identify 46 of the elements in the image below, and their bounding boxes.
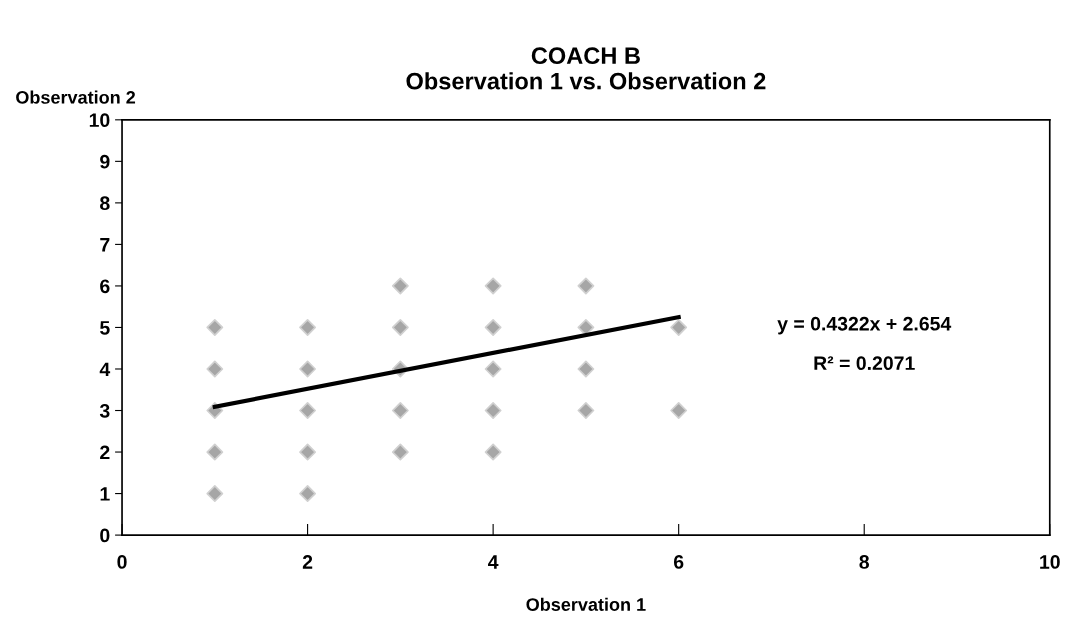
point <box>299 443 317 461</box>
y-tick-label: 3 <box>99 403 110 418</box>
annotation: R² = 0.2071 <box>814 356 915 371</box>
point <box>484 443 502 461</box>
point <box>670 402 688 419</box>
y-tick-label: 7 <box>100 238 110 252</box>
point <box>484 360 502 378</box>
y-tick-label: 0 <box>100 528 110 543</box>
point <box>206 443 224 461</box>
y-tick-label: 6 <box>100 279 110 294</box>
point <box>206 360 224 378</box>
x-tick-label: 0 <box>117 555 127 569</box>
point <box>670 319 688 336</box>
point <box>299 485 317 503</box>
y-tick-label: 10 <box>89 113 110 128</box>
x-tick-label: 6 <box>673 555 684 569</box>
y-axis-title: Observation 2 <box>16 90 136 104</box>
point <box>391 443 409 461</box>
point <box>484 319 502 336</box>
point <box>206 319 224 336</box>
x-tick-label: 4 <box>488 555 499 569</box>
point <box>299 319 317 336</box>
point <box>484 277 502 295</box>
point <box>391 277 409 295</box>
point <box>577 402 595 419</box>
x-axis-title: Observation 1 <box>526 597 646 611</box>
y-tick-label: 4 <box>99 362 111 377</box>
point <box>577 277 595 295</box>
y-tick-label: 8 <box>100 196 110 211</box>
y-tick-label: 2 <box>100 445 110 460</box>
y-tick-label: 9 <box>100 154 110 169</box>
point <box>206 485 224 503</box>
y-tick-label: 5 <box>100 321 110 335</box>
point <box>484 402 502 419</box>
x-tick-label: 10 <box>1040 555 1060 569</box>
annotation: y = 0.4322x + 2.654 <box>777 316 952 335</box>
point <box>299 402 317 419</box>
point <box>577 360 595 378</box>
point <box>391 402 409 419</box>
y-tick-label: 1 <box>100 487 110 501</box>
point <box>391 319 409 336</box>
chart-title: COACH B Observation 1 vs. Observation 2 <box>406 47 766 90</box>
point <box>577 319 595 336</box>
x-tick-label: 2 <box>302 555 313 569</box>
point <box>299 360 317 378</box>
x-tick-label: 8 <box>859 555 870 569</box>
